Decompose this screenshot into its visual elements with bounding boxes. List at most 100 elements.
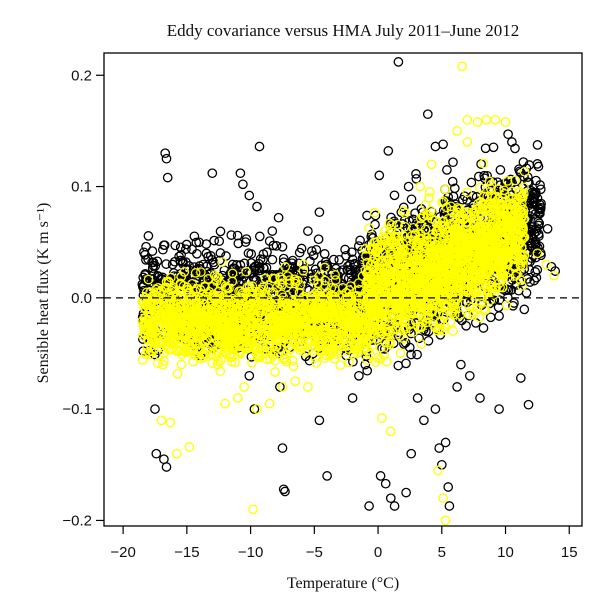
- data-point: [314, 207, 325, 218]
- data-point: [322, 259, 332, 270]
- data-point: [176, 359, 187, 370]
- data-point: [161, 153, 172, 164]
- data-point: [235, 347, 245, 358]
- data-point: [271, 241, 282, 251]
- data-point: [275, 382, 285, 392]
- data-point: [211, 272, 222, 282]
- data-point: [444, 501, 455, 511]
- data-point: [247, 281, 258, 291]
- data-point: [412, 349, 422, 360]
- data-point: [494, 295, 505, 305]
- data-point: [284, 262, 295, 273]
- data-point: [448, 326, 458, 336]
- data-point: [494, 404, 504, 414]
- data-point: [352, 271, 362, 281]
- data-point: [385, 493, 396, 504]
- data-point: [264, 236, 275, 246]
- data-point: [475, 393, 485, 403]
- data-point: [240, 237, 251, 247]
- data-point: [215, 366, 226, 377]
- data-point: [203, 251, 213, 262]
- data-point: [267, 226, 278, 236]
- data-point: [507, 137, 517, 147]
- data-point: [508, 300, 518, 311]
- data-point: [270, 367, 280, 377]
- data-point: [411, 173, 422, 184]
- data-point: [259, 263, 269, 274]
- data-point: [495, 165, 506, 175]
- data-point: [347, 254, 358, 265]
- data-point: [393, 360, 404, 371]
- data-point: [347, 393, 358, 403]
- data-point: [191, 237, 202, 248]
- data-point: [389, 501, 400, 511]
- data-point: [344, 357, 354, 368]
- data-point: [527, 242, 538, 253]
- data-point: [419, 415, 429, 426]
- data-point: [273, 212, 284, 223]
- data-point: [235, 260, 246, 270]
- data-point: [189, 262, 200, 272]
- data-point: [277, 443, 288, 453]
- data-point: [159, 454, 169, 465]
- data-point: [147, 263, 158, 274]
- data-point: [299, 264, 310, 274]
- data-point: [209, 235, 220, 246]
- data-point: [466, 177, 477, 188]
- data-point: [226, 269, 237, 280]
- data-point: [288, 361, 299, 372]
- data-point: [403, 181, 414, 192]
- data-point: [487, 177, 498, 187]
- data-point: [198, 275, 208, 286]
- data-point: [298, 265, 309, 276]
- data-point: [306, 336, 316, 347]
- data-point: [533, 220, 544, 231]
- data-point: [461, 320, 471, 331]
- data-point: [298, 259, 309, 270]
- data-point: [442, 165, 452, 175]
- data-point: [159, 240, 170, 251]
- data-point: [346, 269, 356, 280]
- data-point: [296, 243, 307, 254]
- data-point: [322, 471, 332, 481]
- data-point: [383, 146, 394, 156]
- data-point: [406, 448, 417, 459]
- data-point: [438, 139, 448, 150]
- data-point: [440, 437, 451, 448]
- data-point: [457, 194, 468, 205]
- data-point: [260, 273, 271, 284]
- data-point: [532, 265, 543, 275]
- data-point: [314, 271, 325, 282]
- data-point: [279, 354, 290, 365]
- data-point: [448, 191, 459, 202]
- data-point: [422, 109, 433, 120]
- data-point: [137, 355, 148, 365]
- data-point: [236, 346, 246, 357]
- data-point: [532, 140, 543, 150]
- data-point: [241, 266, 251, 277]
- data-point: [464, 370, 475, 381]
- data-point: [340, 244, 350, 255]
- data-point: [254, 141, 265, 152]
- data-point: [170, 240, 181, 251]
- data-point: [448, 157, 458, 168]
- data-point: [254, 231, 265, 242]
- data-point: [494, 311, 504, 321]
- data-point: [345, 259, 355, 270]
- data-point: [503, 285, 514, 296]
- data-point: [306, 246, 317, 256]
- data-point: [424, 186, 435, 197]
- data-point: [181, 244, 191, 255]
- data-point: [247, 357, 257, 368]
- data-point: [147, 274, 158, 285]
- data-point: [303, 226, 313, 236]
- data-point: [244, 370, 255, 381]
- data-point: [354, 370, 364, 381]
- data-point: [255, 254, 266, 265]
- data-point: [362, 365, 373, 376]
- data-point: [488, 142, 499, 153]
- data-point: [430, 404, 441, 414]
- data-point: [398, 202, 409, 213]
- data-point: [278, 484, 289, 495]
- data-point: [393, 57, 404, 67]
